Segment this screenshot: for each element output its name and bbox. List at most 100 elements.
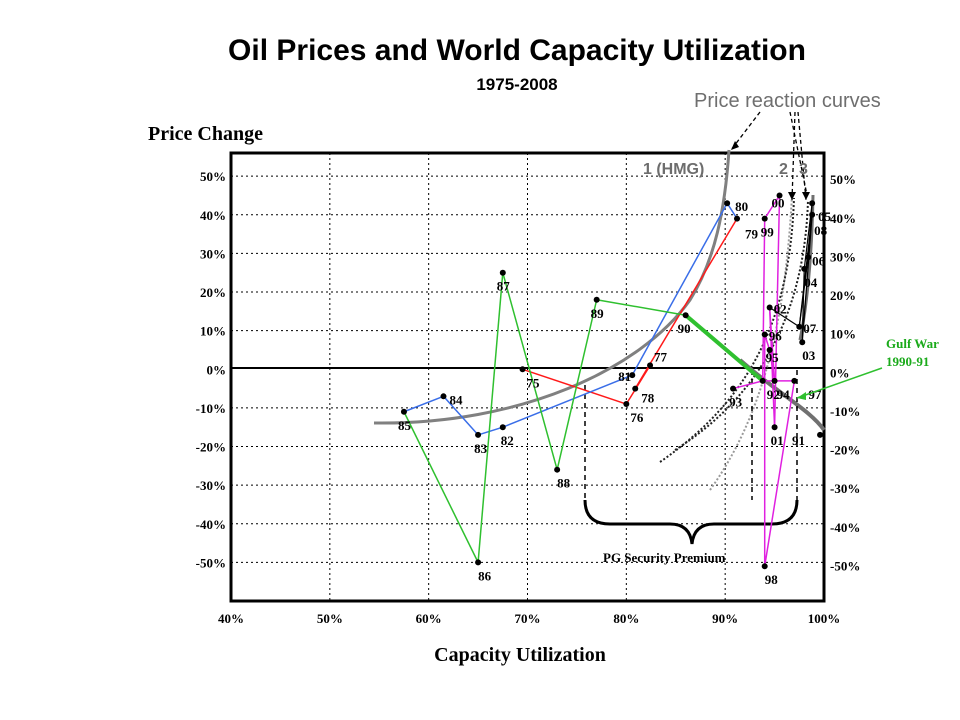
reaction-curve-3 <box>674 199 809 451</box>
x-tick-label: 50% <box>317 611 343 626</box>
y-tick-label-left: 40% <box>200 208 226 223</box>
segment-02-94 <box>768 307 776 381</box>
x-tick-label: 70% <box>515 611 541 626</box>
point-01 <box>771 424 778 431</box>
x-tick-label: 100% <box>808 611 841 626</box>
point-82 <box>499 424 506 431</box>
y-tick-label-right: 20% <box>830 288 856 303</box>
trajectory-segments <box>403 195 813 567</box>
year-label-80: 80 <box>735 199 748 214</box>
segment-08-03 <box>801 214 813 343</box>
segment-81-82 <box>502 374 633 428</box>
year-label-81: 81 <box>618 369 631 384</box>
y-tick-labels-left: 50% 40% 30% 20% 10% 0% -10% -20% -30% -40% -50% <box>196 169 226 570</box>
point-90 <box>682 312 689 319</box>
year-label-05: 05 <box>818 209 832 224</box>
point-94 <box>771 377 778 384</box>
price-reaction-arrows <box>730 111 808 201</box>
year-label-03: 03 <box>802 348 816 363</box>
point-02 <box>766 304 773 311</box>
segment-92-99 <box>761 218 766 381</box>
point-07 <box>796 323 803 330</box>
gulf-war-years: 1990-91 <box>886 354 929 369</box>
segment-84-85 <box>403 395 444 413</box>
year-label-97: 97 <box>808 387 822 402</box>
point-79 <box>734 215 741 222</box>
chart-subtitle: 1975-2008 <box>476 75 557 94</box>
chart-title: Oil Prices and World Capacity Utilizatio… <box>228 34 806 67</box>
point-99 <box>761 215 768 222</box>
year-label-83: 83 <box>474 441 488 456</box>
point-91 <box>817 431 824 438</box>
year-label-93: 93 <box>729 395 743 410</box>
year-label-96: 96 <box>769 329 783 344</box>
arrowhead <box>797 392 806 400</box>
year-label-92: 92 <box>767 387 780 402</box>
year-label-02: 02 <box>774 301 787 316</box>
segment-80-81 <box>631 202 728 376</box>
segment-00-01 <box>773 195 781 428</box>
y-tick-label-right: 40% <box>830 211 856 226</box>
year-label-08: 08 <box>814 223 828 238</box>
point-86 <box>475 559 482 566</box>
year-label-86: 86 <box>478 568 492 583</box>
point-76 <box>623 401 630 408</box>
price-reaction-label: Price reaction curves <box>694 90 881 112</box>
segment-88-89 <box>556 299 598 470</box>
point-84 <box>440 393 447 400</box>
year-label-77: 77 <box>654 349 668 364</box>
y-tick-label-left: 20% <box>200 285 226 300</box>
y-tick-label-left: -40% <box>196 517 226 532</box>
year-label-91: 91 <box>792 433 805 448</box>
gulf-war-arrow <box>796 367 883 399</box>
year-label-78: 78 <box>641 391 655 406</box>
year-label-94: 94 <box>777 387 791 402</box>
point-77 <box>647 362 654 369</box>
arrowhead <box>802 192 810 200</box>
segment-83-84 <box>442 395 479 436</box>
year-label-82: 82 <box>501 433 514 448</box>
curve-label-2: 2 <box>779 161 788 178</box>
year-label-06: 06 <box>812 253 826 268</box>
year-label-04: 04 <box>804 275 818 290</box>
y-tick-labels-right: 50% 40% 30% 20% 10% 0% -10% -20% -30% -40% -50% <box>830 172 860 573</box>
year-label-98: 98 <box>765 572 779 587</box>
curve-label-3: 3 <box>799 161 808 178</box>
year-label-76: 76 <box>630 410 644 425</box>
reaction-curve-2 <box>709 194 793 491</box>
point-92 <box>759 377 766 384</box>
point-80 <box>724 200 731 207</box>
segment-75-76 <box>522 368 627 405</box>
y-tick-label-left: 10% <box>200 324 226 339</box>
point-83 <box>475 431 482 438</box>
year-label-00: 00 <box>772 195 785 210</box>
year-label-07: 07 <box>803 321 817 336</box>
point-98 <box>761 563 768 570</box>
point-87 <box>499 269 506 276</box>
year-labels: 75 76 77 78 79 80 81 82 83 84 85 86 87 88 89 90 91 92 93 94… <box>398 195 832 587</box>
year-label-84: 84 <box>449 392 463 407</box>
curve-label-1: 1 (HMG) <box>643 161 704 178</box>
segment-89-90 <box>596 299 686 316</box>
year-label-88: 88 <box>557 476 571 491</box>
segment-94-95 <box>768 349 776 381</box>
y-tick-label-left: 50% <box>200 169 226 184</box>
point-85 <box>400 408 407 415</box>
segment-78-79 <box>634 218 738 389</box>
plot-frame <box>229 151 826 603</box>
segment-90-92 <box>684 313 765 383</box>
point-05 <box>809 200 816 207</box>
y-tick-label-right: 50% <box>830 172 856 187</box>
point-88 <box>554 466 561 473</box>
year-label-79: 79 <box>745 227 759 242</box>
point-08 <box>809 211 816 218</box>
y-axis-title: Price Change <box>148 123 263 145</box>
segment-99-00 <box>764 195 781 220</box>
point-95 <box>766 346 773 353</box>
year-label-85: 85 <box>398 418 412 433</box>
year-label-87: 87 <box>497 279 511 294</box>
segment-98-97 <box>763 380 796 567</box>
y-tick-label-left: 0% <box>207 362 227 377</box>
point-96 <box>761 331 768 338</box>
